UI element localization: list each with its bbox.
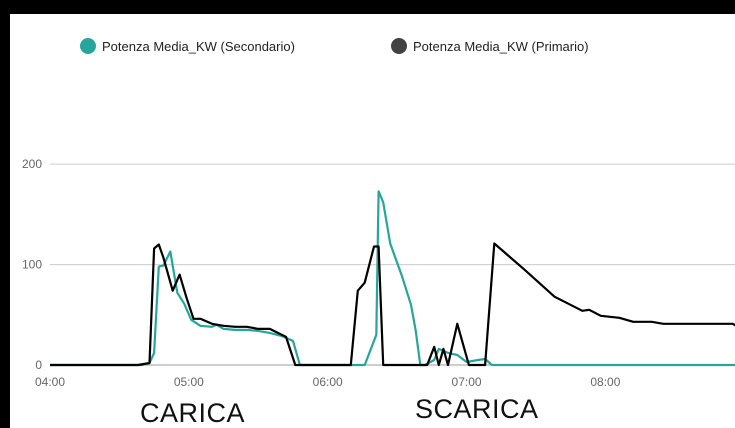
chart-panel: Potenza Media_KW (Secondario) Potenza Me… (10, 14, 735, 428)
annotation-carica: CARICA (140, 398, 246, 428)
x-tick-label: 07:00 (452, 375, 482, 389)
chart-legend: Potenza Media_KW (Secondario) Potenza Me… (10, 38, 735, 56)
legend-swatch-secondario (80, 38, 96, 54)
x-tick-label: 04:00 (35, 375, 65, 389)
x-tick-label: 08:00 (590, 375, 620, 389)
legend-label-secondario: Potenza Media_KW (Secondario) (102, 38, 295, 54)
y-tick-label: 100 (22, 258, 42, 272)
annotation-scarica: SCARICA (415, 394, 539, 424)
x-tick-label: 06:00 (313, 375, 343, 389)
series-line-primario (50, 242, 735, 367)
legend-label-primario: Potenza Media_KW (Primario) (413, 38, 589, 54)
x-tick-label: 05:00 (174, 375, 204, 389)
legend-item-secondario[interactable]: Potenza Media_KW (Secondario) (80, 38, 295, 54)
y-tick-label: 200 (22, 157, 42, 171)
y-tick-label: 0 (35, 358, 42, 372)
legend-swatch-primario (391, 38, 407, 54)
legend-item-primario[interactable]: Potenza Media_KW (Primario) (391, 38, 589, 54)
line-chart: 0 100 200 04:00 05:00 06:00 07:00 08:00 (22, 157, 735, 389)
